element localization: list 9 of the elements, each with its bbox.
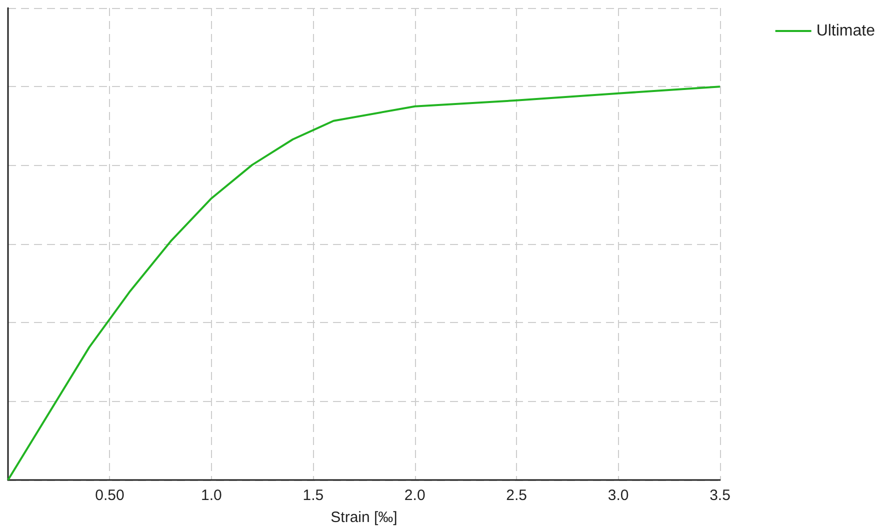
x-tick-label: 0.50 bbox=[95, 487, 124, 504]
x-tick-label: 2.0 bbox=[404, 487, 426, 504]
x-tick-label: 3.0 bbox=[608, 487, 629, 504]
x-tick-label: 2.5 bbox=[506, 487, 527, 504]
legend-label: Ultimate bbox=[816, 22, 876, 40]
x-tick-label: 1.5 bbox=[302, 487, 324, 504]
x-tick-label: 1.0 bbox=[201, 487, 222, 504]
x-axis-title: Strain [‰] bbox=[330, 509, 398, 526]
x-tick-label: 3.5 bbox=[710, 487, 730, 504]
